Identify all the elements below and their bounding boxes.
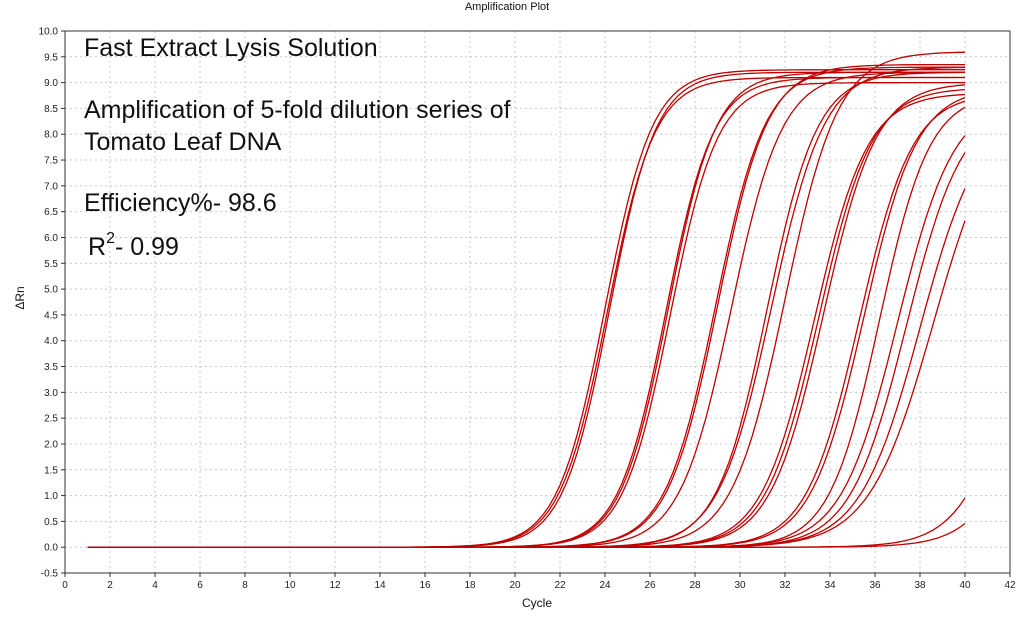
annotation-line2: Tomato Leaf DNA (84, 128, 282, 156)
y-tick-label: 6.0 (44, 233, 58, 244)
y-tick-label: 4.5 (44, 310, 58, 321)
x-tick-label: 8 (242, 580, 248, 591)
x-tick-label: 6 (197, 580, 203, 591)
x-tick-label: 40 (959, 580, 971, 591)
y-tick-label: 0.5 (44, 517, 58, 528)
x-tick-label: 4 (152, 580, 158, 591)
amplification-curve-14 (87, 88, 966, 548)
amplification-curves (87, 51, 966, 548)
y-tick-label: 5.0 (44, 285, 58, 296)
grid (65, 31, 1010, 573)
y-tick-label: 7.0 (44, 181, 58, 192)
r2-exponent: 2 (106, 230, 115, 247)
y-tick-label: 7.5 (44, 156, 58, 167)
y-tick-label: 3.0 (44, 388, 58, 399)
r2-value: - 0.99 (115, 233, 179, 261)
y-tick-label: 10.0 (39, 27, 59, 38)
y-tick-label: 2.0 (44, 439, 58, 450)
x-tick-label: 22 (554, 580, 566, 591)
y-tick-label: 6.5 (44, 207, 58, 218)
chart-title: Amplification Plot (465, 1, 549, 13)
y-tick-label: 0.0 (44, 543, 58, 554)
amplification-curve-13 (87, 93, 966, 548)
x-tick-label: 10 (284, 580, 296, 591)
y-axis-label: ΔRn (13, 286, 27, 309)
y-tick-label: 2.5 (44, 414, 58, 425)
r2-base: R (88, 233, 106, 261)
annotation-line1: Amplification of 5-fold dilution series … (84, 96, 511, 124)
x-tick-label: 30 (734, 580, 746, 591)
x-axis-label: Cycle (522, 596, 552, 610)
x-tick-label: 20 (509, 580, 521, 591)
amplification-curve-16 (87, 100, 966, 548)
x-tick-label: 2 (107, 580, 113, 591)
x-tick-label: 16 (419, 580, 431, 591)
x-tick-label: 28 (689, 580, 701, 591)
y-tick-label: 8.5 (44, 104, 58, 115)
x-tick-label: 12 (329, 580, 341, 591)
amplification-curve-18 (87, 106, 966, 548)
amplification-curve-12 (87, 51, 966, 548)
x-tick-label: 32 (779, 580, 791, 591)
y-tick-label: -0.5 (41, 569, 59, 580)
annotation-title: Fast Extract Lysis Solution (84, 34, 378, 62)
annotation-efficiency: Efficiency%- 98.6 (84, 189, 277, 217)
x-tick-label: 34 (824, 580, 836, 591)
y-tick-label: 9.0 (44, 78, 58, 89)
x-tick-label: 18 (464, 580, 476, 591)
plot-frame (64, 30, 1011, 574)
x-tick-label: 26 (644, 580, 656, 591)
x-axis: 0 2 4 6 8 10 12 14 16 18 20 22 24 26 28 30 32 34 36 38 40 42 (62, 573, 1016, 591)
y-axis: -0.5 0.0 0.5 1.0 1.5 2.0 2.5 3.0 3.5 4.0 4.5 5.0 5.5… (39, 27, 65, 580)
y-tick-label: 1.0 (44, 491, 58, 502)
amplification-curve-17 (87, 96, 966, 548)
y-tick-label: 3.5 (44, 362, 58, 373)
amplification-curve-24 (87, 522, 966, 548)
x-tick-label: 0 (62, 580, 68, 591)
y-tick-label: 5.5 (44, 259, 58, 270)
x-tick-label: 38 (914, 580, 926, 591)
y-tick-label: 1.5 (44, 465, 58, 476)
y-tick-label: 8.0 (44, 130, 58, 141)
x-tick-label: 24 (599, 580, 611, 591)
annotations: Fast Extract Lysis Solution Amplificatio… (84, 34, 511, 261)
x-tick-label: 42 (1004, 580, 1016, 591)
x-tick-label: 14 (374, 580, 386, 591)
y-tick-label: 9.5 (44, 52, 58, 63)
x-tick-label: 36 (869, 580, 881, 591)
y-tick-label: 4.0 (44, 336, 58, 347)
annotation-r2: R2- 0.99 (88, 230, 179, 261)
